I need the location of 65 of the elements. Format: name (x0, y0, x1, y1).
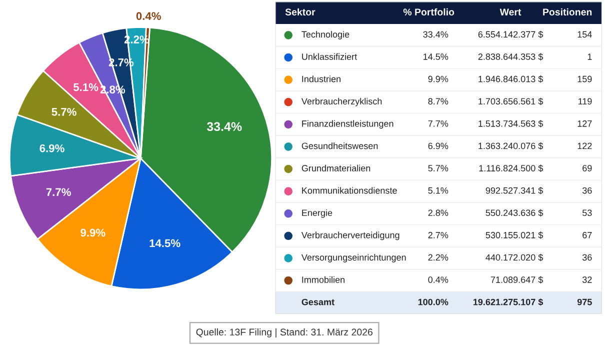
text: % Portfolio (403, 8, 454, 16)
data-label: 32 (582, 276, 592, 283)
data-label: 2.838.644.353 $ (478, 53, 544, 60)
category-label: Versorgungseinrichtungen (301, 254, 406, 262)
data-label: 0.4% (136, 12, 161, 20)
category-label: Gesundheitswesen (302, 142, 378, 150)
data-label: 154 (578, 31, 592, 38)
data-label: 67 (582, 232, 592, 238)
data-label: 5.7% (428, 165, 448, 172)
data-label: 6.9% (40, 144, 64, 152)
data-label: 9.9% (80, 228, 106, 237)
category-label: Immobilien (302, 276, 344, 283)
category-label: Unklassifiziert (302, 53, 358, 60)
data-label: 1.513.734.563 $ (478, 120, 544, 128)
data-label: 71.089.647 $ (490, 276, 544, 284)
category-label: Finanzdienstleistungen (302, 120, 394, 129)
data-label: 33.4% (423, 31, 448, 38)
data-label: 2.8% (428, 210, 448, 216)
data-label: 69 (582, 165, 592, 172)
data-label: 119 (578, 98, 592, 105)
data-label: 975 (577, 298, 592, 306)
data-label: 5.1% (73, 83, 98, 92)
data-label: 14.5% (150, 239, 180, 248)
data-label: 2.2% (428, 254, 448, 261)
category-label: Energie (302, 209, 332, 218)
data-label: 122 (578, 142, 592, 150)
data-label: 1.946.846.013 $ (478, 75, 544, 83)
category-label: Gesamt (302, 298, 334, 306)
data-label: 1 (588, 54, 592, 60)
data-label: 14.5% (424, 54, 448, 60)
data-label: 530.155.021 $ (486, 232, 544, 239)
data-label: 36 (582, 254, 592, 261)
data-label: 19.621.275.107 $ (473, 298, 544, 306)
data-label: 7.7% (428, 120, 448, 127)
data-label: 440.172.020 $ (486, 254, 544, 262)
text: Positionen (543, 8, 592, 16)
legend-title: Sektor (285, 8, 316, 16)
data-label: 100.0% (418, 298, 448, 306)
category-label: Verbraucherzyklisch (301, 98, 382, 106)
text: Wert (500, 8, 522, 16)
data-label: 1.703.656.561 $ (478, 98, 544, 106)
data-label: 6.9% (428, 142, 448, 150)
source-note: Quelle: 13F Filing | Stand: 31. März 2026 (196, 328, 372, 338)
data-label: 5.1% (428, 187, 448, 194)
category-label: Kommunikationsdienste (302, 187, 397, 194)
data-label: 36 (582, 187, 592, 194)
data-label: 33.4% (206, 122, 242, 132)
category-label: Verbraucherverteidigung (301, 232, 400, 240)
data-label: 53 (582, 210, 592, 216)
data-label: 7.7% (46, 188, 71, 196)
data-label: 159 (578, 76, 592, 82)
data-label: 127 (578, 120, 592, 127)
data-label: 8.7% (428, 98, 448, 105)
category-label: Industrien (302, 76, 340, 82)
data-label: 992.527.341 $ (486, 186, 544, 194)
data-label: 550.243.636 $ (486, 209, 544, 217)
category-label: Grundmaterialien (302, 164, 370, 172)
data-label: 6.554.142.377 $ (478, 30, 544, 38)
data-label: 1.363.240.076 $ (478, 142, 544, 150)
data-label: 9.9% (428, 76, 448, 82)
category-label: Technologie (302, 30, 350, 40)
data-label: 1.116.824.500 $ (479, 164, 544, 172)
data-label: 2.7% (428, 232, 448, 238)
data-label: 0.4% (428, 276, 448, 283)
data-label: 5.7% (52, 108, 76, 116)
